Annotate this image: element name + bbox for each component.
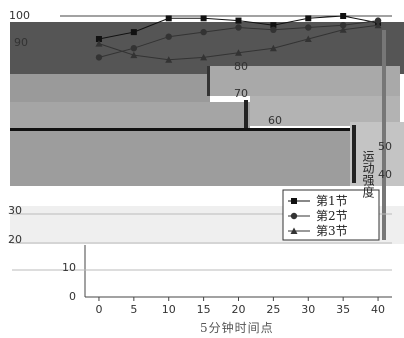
x-tick-label: 10 xyxy=(162,303,176,316)
legend-marker xyxy=(290,212,298,220)
data-point xyxy=(374,21,382,29)
band-grey-2 xyxy=(210,66,400,96)
band-grey-5 xyxy=(10,131,350,186)
legend-label: 第2节 xyxy=(316,209,348,223)
band-grey-3 xyxy=(10,102,250,128)
data-point xyxy=(374,17,382,24)
band-vline-3 xyxy=(352,125,356,183)
y-tick-label: 20 xyxy=(8,233,22,246)
data-point xyxy=(130,51,138,59)
data-point xyxy=(339,22,347,29)
x-tick-label: 0 xyxy=(95,303,102,316)
data-point xyxy=(95,36,102,42)
data-point xyxy=(95,54,103,61)
data-point xyxy=(339,26,347,33)
band-grey-1 xyxy=(10,74,210,102)
data-point xyxy=(130,45,138,52)
data-point xyxy=(200,53,208,61)
data-point xyxy=(305,24,312,31)
band-grey-4 xyxy=(250,96,400,126)
band-vline-1 xyxy=(207,66,210,96)
data-point xyxy=(304,35,312,42)
legend-label: 第1节 xyxy=(316,194,348,208)
x-tick-label: 20 xyxy=(232,303,246,316)
x-tick-label: 5 xyxy=(130,303,137,316)
y-tick-label: 30 xyxy=(8,204,22,217)
band-grey-6 xyxy=(350,122,404,186)
data-point xyxy=(165,56,173,63)
legend-marker xyxy=(291,198,297,204)
x-tick-label: 30 xyxy=(301,303,315,316)
data-point xyxy=(235,24,242,31)
x-tick-label: 25 xyxy=(266,303,280,316)
x-ticks: 0 5 10 15 20 25 30 35 40 xyxy=(95,297,385,316)
data-point xyxy=(235,49,242,56)
band-vline-4 xyxy=(382,30,386,240)
data-point xyxy=(269,44,277,52)
y-tick-label: 50 xyxy=(378,140,392,153)
data-point xyxy=(165,15,172,22)
y-tick-label: 10 xyxy=(62,261,76,274)
legend-marker xyxy=(290,227,298,234)
y-tick-label: 60 xyxy=(268,114,282,127)
data-point xyxy=(305,15,312,22)
series-layer xyxy=(95,13,382,63)
data-point xyxy=(200,15,207,22)
y-tick-label: 0 xyxy=(69,290,76,303)
data-point xyxy=(270,22,277,29)
band-dark-line xyxy=(10,128,360,131)
y-tick-label: 70 xyxy=(234,87,248,100)
x-axis-label: 5分钟时间点 xyxy=(200,321,274,335)
legend-box xyxy=(282,189,380,241)
data-point xyxy=(235,17,242,24)
x-tick-label: 15 xyxy=(197,303,211,316)
data-point xyxy=(130,29,137,36)
y-axis-label: 运动强度 xyxy=(361,150,375,198)
data-point xyxy=(270,26,277,33)
y-tick-label: 90 xyxy=(14,36,28,49)
y-ticks: 0 10 20 30 40 50 60 70 80 90 100 xyxy=(8,9,392,303)
x-tick-label: 40 xyxy=(371,303,385,316)
data-point xyxy=(165,33,172,40)
y-tick-label: 100 xyxy=(9,9,30,22)
x-tick-label: 35 xyxy=(336,303,350,316)
legend-label: 第3节 xyxy=(316,224,348,238)
data-point xyxy=(200,28,207,36)
data-point xyxy=(340,13,347,19)
data-point xyxy=(95,40,103,47)
y-tick-label: 80 xyxy=(234,60,248,73)
y-tick-label: 40 xyxy=(378,168,392,181)
band-vline-2 xyxy=(244,100,248,128)
